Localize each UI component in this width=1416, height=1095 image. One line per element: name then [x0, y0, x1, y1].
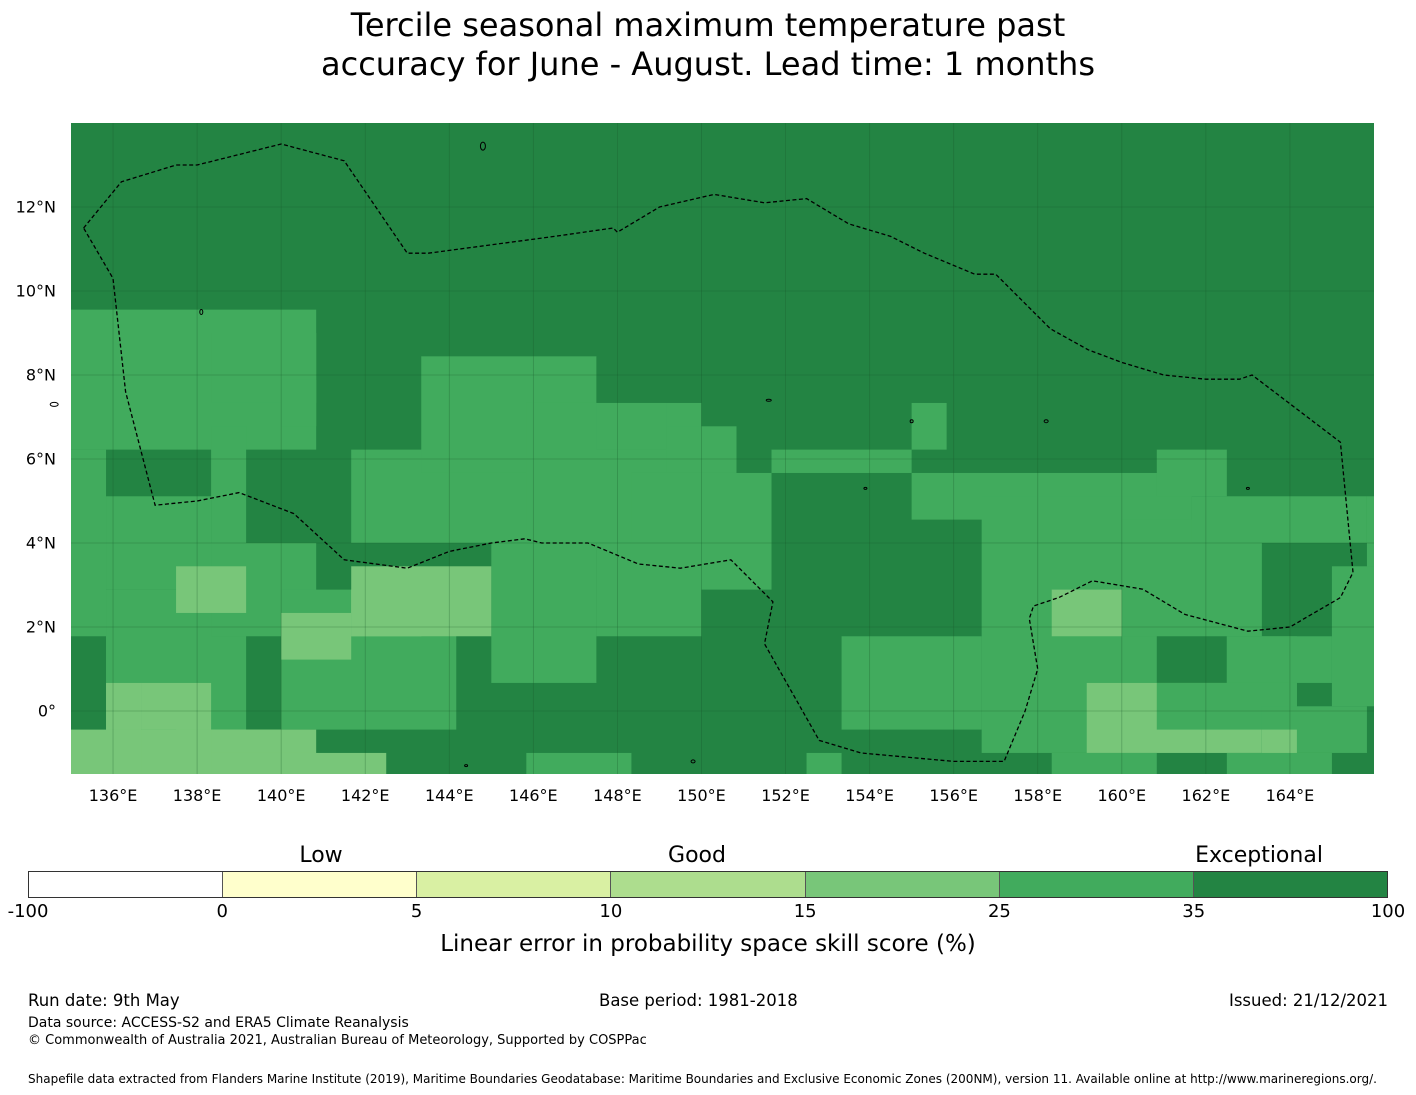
longitude-tick-label: 156°E — [929, 786, 978, 805]
skill-cell — [841, 636, 982, 730]
skill-cell — [911, 402, 947, 450]
map-title: Tercile seasonal maximum temperature pas… — [0, 6, 1416, 84]
colorbar-tick-label: 5 — [410, 901, 423, 922]
island-outline — [199, 309, 204, 315]
skill-cell — [491, 542, 597, 683]
colorbar-segment — [29, 872, 224, 897]
data-source: Data source: ACCESS-S2 and ERA5 Climate … — [28, 1015, 409, 1031]
colorbar-tick-label: 25 — [987, 901, 1011, 922]
skill-cell — [71, 449, 107, 637]
colorbar-tick-label: 0 — [216, 901, 229, 922]
skill-cell — [1051, 752, 1157, 774]
colorbar-tick-label: 15 — [793, 901, 817, 922]
skill-cell — [596, 402, 667, 450]
latitude-tick-label: 0° — [37, 701, 56, 721]
skill-cell — [71, 729, 142, 774]
skill-score-map — [49, 123, 1374, 774]
skill-cell — [281, 612, 352, 660]
skill-cell — [351, 566, 492, 637]
base-period: Base period: 1981-2018 — [599, 991, 798, 1010]
longitude-tick-label: 152°E — [761, 786, 810, 805]
skill-cell — [771, 449, 912, 473]
longitude-tick-label: 136°E — [88, 786, 138, 805]
skill-cell — [211, 752, 282, 774]
longitude-tick-label: 142°E — [340, 786, 390, 805]
copyright-notice: © Commonwealth of Australia 2021, Austra… — [28, 1033, 647, 1048]
colorbar-segment — [611, 872, 806, 897]
title-line-2: accuracy for June - August. Lead time: 1… — [321, 45, 1095, 83]
colorbar-tick-label: 10 — [599, 901, 623, 922]
island-outline — [1043, 419, 1049, 424]
longitude-tick-label: 138°E — [172, 786, 222, 805]
colorbar-tick-label: -100 — [7, 901, 49, 922]
colorbar-segment — [417, 872, 612, 897]
longitude-tick-label: 160°E — [1097, 786, 1147, 805]
skill-cell — [1191, 496, 1367, 543]
island-outline — [690, 759, 696, 764]
skill-grid-cells — [71, 123, 1374, 774]
longitude-tick-label: 148°E — [593, 786, 642, 805]
legend-category-low: Low — [299, 843, 343, 868]
island-outline — [765, 398, 772, 402]
issued-date: Issued: 21/12/2021 — [1228, 991, 1388, 1010]
skill-cell — [806, 752, 842, 774]
longitude-tick-label: 150°E — [677, 786, 726, 805]
skill-cell — [281, 379, 317, 427]
colorbar-segment — [805, 872, 1000, 897]
skill-cell — [1366, 496, 1374, 590]
longitude-tick-label: 144°E — [424, 786, 474, 805]
island-outline — [909, 419, 914, 424]
colorbar — [28, 871, 1388, 898]
latitude-tick-label: 6°N — [25, 449, 56, 469]
skill-cell — [176, 566, 247, 613]
colorbar-segment — [999, 872, 1194, 897]
longitude-tick-label: 158°E — [1013, 786, 1063, 805]
skill-cell — [176, 729, 212, 774]
latitude-tick-label: 10°N — [15, 281, 56, 301]
latitude-tick-label: 4°N — [25, 533, 56, 553]
skill-cell — [666, 426, 737, 473]
colorbar-label: Linear error in probability space skill … — [440, 931, 976, 957]
skill-cell — [1226, 636, 1332, 683]
run-date: Run date: 9th May — [28, 991, 180, 1010]
island-outline — [49, 401, 59, 407]
legend-category-good: Good — [668, 843, 726, 868]
skill-cell — [526, 752, 632, 774]
map-gridlines — [71, 123, 1374, 774]
longitude-tick-label: 162°E — [1181, 786, 1231, 805]
island-outline — [464, 764, 469, 768]
skill-cell — [1331, 566, 1374, 707]
longitude-tick-label: 154°E — [845, 786, 894, 805]
colorbar-tick-label: 100 — [1370, 901, 1406, 922]
skill-cell — [1156, 449, 1227, 497]
eez-boundary — [83, 143, 1354, 763]
skill-cell — [281, 752, 387, 774]
colorbar-segment — [223, 872, 418, 897]
skill-cell — [1051, 589, 1122, 637]
latitude-tick-label: 8°N — [25, 365, 56, 385]
skill-cell — [106, 682, 142, 730]
title-line-1: Tercile seasonal maximum temperature pas… — [350, 6, 1066, 44]
eez-boundary-line — [83, 143, 1354, 763]
latitude-tick-label: 12°N — [15, 197, 56, 217]
island-outlines — [49, 141, 1250, 768]
longitude-tick-label: 140°E — [256, 786, 306, 805]
shapefile-credit: Shapefile data extracted from Flanders M… — [28, 1072, 1377, 1086]
colorbar-tick-label: 35 — [1182, 901, 1206, 922]
skill-cell — [596, 542, 702, 637]
island-outline — [1245, 486, 1250, 490]
legend-category-exceptional: Exceptional — [1195, 843, 1323, 868]
island-outline — [479, 141, 486, 151]
longitude-tick-label: 164°E — [1265, 786, 1315, 805]
longitude-tick-label: 146°E — [509, 786, 558, 805]
latitude-tick-label: 2°N — [25, 617, 56, 637]
colorbar-segment — [1193, 872, 1387, 897]
skill-cell — [1226, 752, 1332, 774]
island-outline — [863, 486, 868, 490]
skill-cell — [141, 682, 212, 730]
